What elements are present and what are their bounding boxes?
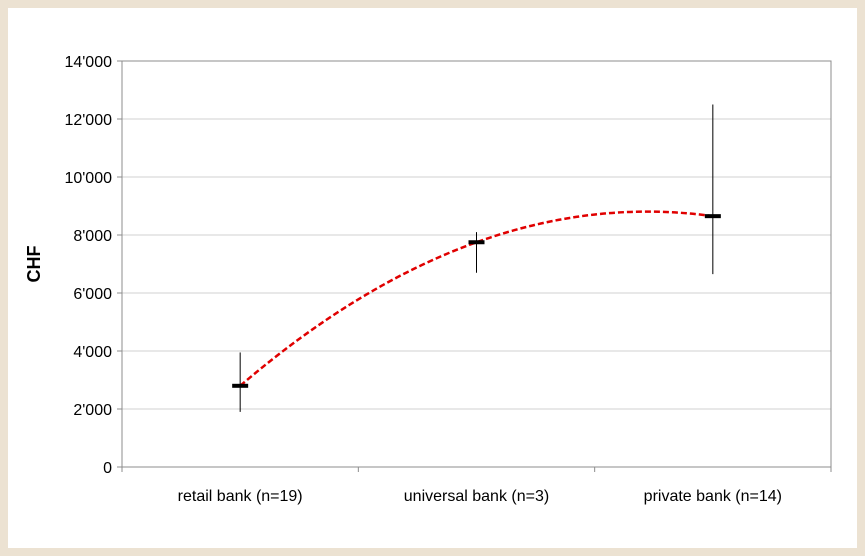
x-tick-label: retail bank (n=19): [178, 488, 303, 505]
x-axis: retail bank (n=19) universal bank (n=3) pr…: [121, 466, 832, 505]
y-tick-label: 8'000: [73, 228, 112, 245]
x-tick-label: universal bank (n=3): [404, 488, 549, 505]
y-tick-label: 4'000: [73, 344, 112, 361]
trendline: [239, 210, 714, 387]
chart-frame: [8, 8, 857, 548]
y-tick-label: 14'000: [64, 54, 112, 71]
y-tick-label: 12'000: [64, 112, 112, 129]
y-axis-label: CHF: [24, 246, 44, 283]
value-marker: [468, 240, 485, 245]
y-tick-label: 6'000: [73, 286, 112, 303]
value-marker: [232, 383, 249, 388]
x-tick-label: private bank (n=14): [644, 488, 782, 505]
y-tick-label: 10'000: [64, 170, 112, 187]
value-marker: [704, 214, 721, 219]
data-marks: [232, 104, 721, 412]
y-axis: 0 2'000 4'000 6'000 8'000 10'000 12'000 14'000: [64, 54, 122, 477]
y-tick-label: 2'000: [73, 402, 112, 419]
y-tick-label: 0: [103, 460, 112, 477]
